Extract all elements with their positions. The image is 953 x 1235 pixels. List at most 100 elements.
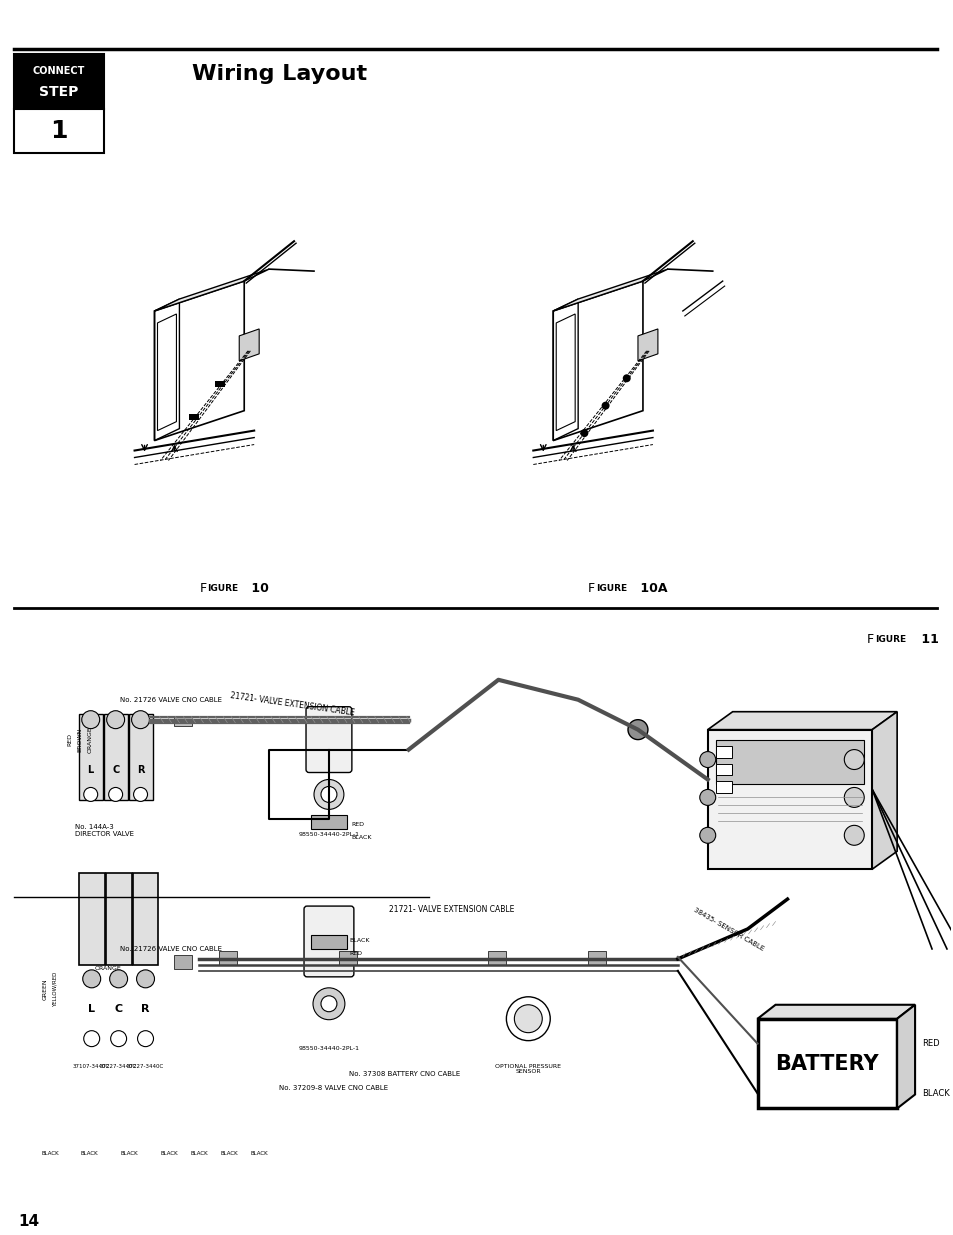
Circle shape [622, 374, 630, 383]
Text: No. 37209-8 VALVE CNO CABLE: No. 37209-8 VALVE CNO CABLE [279, 1086, 388, 1092]
Bar [214, 380, 225, 387]
Text: 98550-34440-2PL-1: 98550-34440-2PL-1 [298, 832, 359, 837]
Bar [311, 935, 347, 948]
Circle shape [843, 750, 863, 769]
Circle shape [514, 1005, 541, 1032]
Circle shape [843, 788, 863, 808]
Bar [488, 951, 506, 965]
Text: 37227-3440C: 37227-3440C [127, 1063, 164, 1068]
Circle shape [111, 1031, 127, 1046]
Polygon shape [871, 711, 896, 869]
Text: BROWN: BROWN [77, 727, 82, 752]
Circle shape [320, 995, 336, 1011]
Bar [14, 54, 104, 109]
Circle shape [84, 1031, 99, 1046]
Circle shape [700, 827, 715, 844]
Text: IGURE: IGURE [207, 584, 238, 593]
Circle shape [110, 969, 128, 988]
Bar [14, 109, 104, 153]
Bar [174, 721, 193, 726]
Text: L: L [88, 764, 93, 774]
Text: F: F [866, 634, 874, 646]
Text: 21721- VALVE EXTENSION CABLE: 21721- VALVE EXTENSION CABLE [389, 904, 514, 914]
Polygon shape [757, 1005, 914, 1019]
Circle shape [132, 710, 150, 729]
Text: F: F [587, 582, 595, 594]
FancyBboxPatch shape [106, 873, 132, 965]
Text: IGURE: IGURE [874, 636, 905, 645]
Text: 1: 1 [50, 119, 68, 143]
Circle shape [136, 969, 154, 988]
Bar [219, 951, 237, 965]
FancyBboxPatch shape [104, 714, 128, 800]
Text: R: R [141, 1004, 150, 1014]
Circle shape [314, 779, 343, 809]
Text: 37107-3440C: 37107-3440C [73, 1063, 111, 1068]
Text: RED: RED [68, 734, 72, 746]
Bar [338, 951, 356, 965]
Text: YELLOW/RED: YELLOW/RED [52, 971, 57, 1007]
Text: GREEN: GREEN [42, 978, 48, 999]
Bar [174, 955, 193, 969]
Circle shape [83, 969, 101, 988]
Text: No. 21726 VALVE CNO CABLE: No. 21726 VALVE CNO CABLE [119, 946, 221, 952]
Text: ORANGE: ORANGE [87, 726, 92, 753]
Bar [311, 815, 347, 830]
Text: BATTERY: BATTERY [775, 1053, 879, 1073]
Text: BLACK: BLACK [922, 1089, 949, 1098]
FancyBboxPatch shape [306, 706, 352, 773]
Text: 11: 11 [916, 634, 938, 646]
Text: F: F [199, 582, 206, 594]
Text: 38435- SENSOR CABLE: 38435- SENSOR CABLE [692, 906, 764, 952]
Text: CONNECT: CONNECT [32, 67, 85, 77]
Bar [715, 782, 731, 793]
Polygon shape [239, 329, 259, 361]
Text: BLACK: BLACK [191, 1151, 208, 1156]
FancyBboxPatch shape [304, 906, 354, 977]
Polygon shape [707, 711, 896, 730]
Text: 10: 10 [247, 582, 269, 594]
Text: BLACK: BLACK [349, 939, 369, 944]
Text: No. 37308 BATTERY CNO CABLE: No. 37308 BATTERY CNO CABLE [349, 1071, 459, 1077]
Text: 98550-34440-2PL-1: 98550-34440-2PL-1 [298, 1046, 359, 1051]
Polygon shape [896, 1005, 914, 1109]
Polygon shape [154, 269, 269, 311]
Text: 37227-3440C: 37227-3440C [100, 1063, 137, 1068]
Text: BLACK: BLACK [41, 1151, 58, 1156]
Text: RED: RED [351, 821, 363, 827]
Circle shape [137, 1031, 153, 1046]
Text: BLACK: BLACK [121, 1151, 138, 1156]
Circle shape [700, 752, 715, 767]
Text: STEP: STEP [39, 85, 78, 99]
Circle shape [133, 788, 148, 802]
FancyBboxPatch shape [79, 714, 103, 800]
Bar [757, 1019, 896, 1109]
Circle shape [579, 429, 588, 437]
Text: IGURE: IGURE [596, 584, 626, 593]
Circle shape [84, 788, 97, 802]
Text: OPTIONAL PRESSURE
SENSOR: OPTIONAL PRESSURE SENSOR [495, 1063, 560, 1074]
Circle shape [843, 825, 863, 845]
Bar [174, 719, 193, 722]
Text: BLACK: BLACK [351, 835, 371, 840]
Text: No. 21726 VALVE CNO CABLE: No. 21726 VALVE CNO CABLE [119, 697, 221, 703]
Circle shape [700, 789, 715, 805]
Bar [715, 746, 731, 757]
Circle shape [109, 788, 123, 802]
Text: RED: RED [922, 1039, 939, 1049]
FancyBboxPatch shape [132, 873, 158, 965]
Circle shape [627, 720, 647, 740]
Text: ORANGE: ORANGE [94, 966, 121, 972]
Text: BLACK: BLACK [160, 1151, 178, 1156]
Text: 10A: 10A [636, 582, 667, 594]
Text: 14: 14 [18, 1214, 39, 1229]
Text: RED: RED [349, 951, 361, 956]
Text: 21721- VALVE EXTENSION CABLE: 21721- VALVE EXTENSION CABLE [229, 692, 355, 718]
FancyBboxPatch shape [129, 714, 152, 800]
Text: BLACK: BLACK [81, 1151, 98, 1156]
Text: No. 144A-3
DIRECTOR VALVE: No. 144A-3 DIRECTOR VALVE [74, 824, 133, 837]
Bar [174, 716, 193, 720]
Circle shape [82, 710, 99, 729]
Polygon shape [638, 329, 658, 361]
Text: C: C [112, 764, 119, 774]
